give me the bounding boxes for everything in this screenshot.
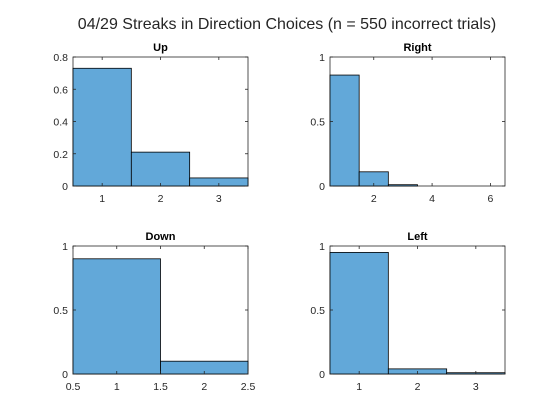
y-tick-label: 0.4: [53, 117, 68, 129]
x-tick-label: 2.5: [241, 381, 256, 393]
y-tick-label: 0: [62, 369, 68, 381]
y-tick-label: 0: [319, 369, 325, 381]
figure-title: 04/29 Streaks in Direction Choices (n = …: [78, 16, 496, 33]
y-tick-label: 0: [62, 181, 68, 193]
bar-up-2: [130, 151, 191, 187]
bar-down-1: [72, 258, 161, 375]
bar-left-1: [329, 251, 389, 375]
y-tick-label: 0.5: [53, 305, 68, 317]
y-tick-label: 1: [319, 52, 325, 64]
subplot-title: Up: [153, 42, 168, 54]
x-tick-label: 1: [99, 193, 105, 205]
y-tick-label: 0.8: [53, 52, 68, 64]
subplot-title: Left: [407, 231, 428, 243]
y-tick-label: 1: [62, 241, 68, 253]
x-tick-label: 3: [473, 381, 479, 393]
y-tick-label: 0.5: [310, 117, 325, 129]
x-tick-label: 3: [216, 193, 222, 205]
subplot-title: Down: [146, 231, 176, 243]
x-tick-label: 2: [415, 381, 421, 393]
subplot-title: Right: [403, 42, 431, 54]
x-tick-label: 2: [158, 193, 164, 205]
x-tick-label: 6: [487, 193, 493, 205]
y-tick-label: 0: [319, 181, 325, 193]
bar-right-3: [387, 184, 418, 187]
x-tick-label: 0.5: [66, 381, 81, 393]
bar-right-1: [329, 74, 360, 187]
bar-up-1: [72, 67, 132, 187]
x-tick-label: 1: [356, 381, 362, 393]
y-tick-label: 0.2: [53, 149, 68, 161]
y-tick-label: 0.6: [53, 84, 68, 96]
x-tick-label: 2: [201, 381, 207, 393]
subplot-right: 2 4 6 0 0.5 1 Right: [310, 42, 506, 205]
x-tick-label: 1.5: [153, 381, 168, 393]
subplot-up: 1 2 3 0 0.2 0.4 0.6 0.8 Up: [53, 42, 249, 205]
y-tick-label: 1: [319, 241, 325, 253]
y-tick-label: 0.5: [310, 305, 325, 317]
subplot-left: 1 2 3 0 0.5 1 Left: [310, 231, 506, 393]
x-tick-label: 4: [429, 193, 435, 205]
x-tick-label: 2: [371, 193, 377, 205]
x-tick-label: 1: [114, 381, 120, 393]
